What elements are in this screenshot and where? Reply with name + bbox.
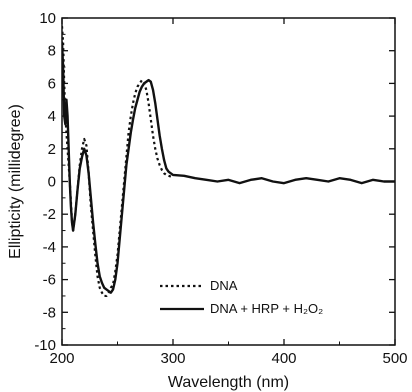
x-tick-label: 300 <box>160 350 185 367</box>
y-tick-label: -2 <box>43 206 56 223</box>
legend-label-0: DNA <box>210 278 238 293</box>
y-tick-label: 4 <box>48 108 56 125</box>
y-tick-label: 8 <box>48 43 56 60</box>
y-tick-label: 10 <box>39 10 56 27</box>
x-axis-title: Wavelength (nm) <box>168 374 289 391</box>
x-tick-label: 400 <box>271 350 296 367</box>
series-layer <box>62 26 395 298</box>
y-tick-label: -4 <box>43 239 56 256</box>
series-line-0 <box>62 26 174 298</box>
plot-frame <box>61 17 396 346</box>
y-tick-label: 0 <box>48 174 56 191</box>
series-line-1 <box>62 41 395 294</box>
x-tick-label: 500 <box>382 350 407 367</box>
y-tick-label: 6 <box>48 75 56 92</box>
y-axis-title: Ellipticity (millidegree) <box>7 104 24 259</box>
legend-label-1: DNA + HRP + H₂O₂ <box>210 301 323 316</box>
y-tick-label: 2 <box>48 141 56 158</box>
axes-layer: 200 300 400 500 10 8 6 4 2 0 -2 -4 -6 -8 -10 <box>34 10 407 367</box>
legend: DNA DNA + HRP + H₂O₂ <box>160 278 323 316</box>
y-tick-label: -6 <box>43 272 56 289</box>
y-tick-label: -8 <box>43 304 56 321</box>
x-tick-label: 200 <box>49 350 74 367</box>
y-tick-label: -10 <box>34 337 56 354</box>
